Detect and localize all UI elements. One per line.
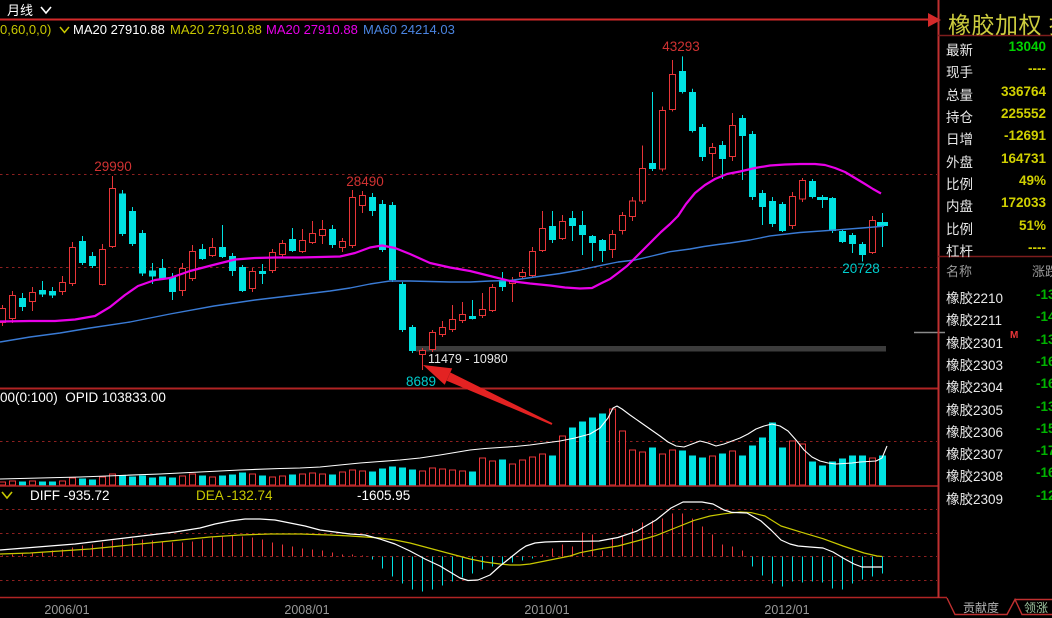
svg-text:2010/01: 2010/01 xyxy=(524,603,569,617)
svg-text:MA20 27910.88: MA20 27910.88 xyxy=(170,22,262,37)
svg-text:2008/01: 2008/01 xyxy=(284,603,329,617)
svg-text:领涨: 领涨 xyxy=(1024,600,1048,615)
svg-text:2006/01: 2006/01 xyxy=(44,603,89,617)
svg-text:00(0:100) OPID 103833.00: 00(0:100) OPID 103833.00 xyxy=(0,390,166,405)
svg-text:8689: 8689 xyxy=(406,374,436,389)
svg-text:MA20 27910.88: MA20 27910.88 xyxy=(266,22,358,37)
svg-text:贡献度: 贡献度 xyxy=(963,600,999,615)
svg-text:29990: 29990 xyxy=(94,159,132,174)
svg-text:2012/01: 2012/01 xyxy=(764,603,809,617)
svg-text:月线: 月线 xyxy=(7,3,33,18)
svg-text:MA20 27910.88: MA20 27910.88 xyxy=(73,22,165,37)
svg-text:MA60 24214.03: MA60 24214.03 xyxy=(363,22,455,37)
svg-text:DIFF -935.72: DIFF -935.72 xyxy=(30,488,110,503)
svg-text:20728: 20728 xyxy=(842,261,880,276)
svg-text:DEA -132.74: DEA -132.74 xyxy=(196,488,273,503)
svg-text:11479 - 10980: 11479 - 10980 xyxy=(428,352,508,366)
svg-text:43293: 43293 xyxy=(662,39,700,54)
svg-text:-1605.95: -1605.95 xyxy=(357,488,410,503)
svg-text:28490: 28490 xyxy=(346,174,384,189)
svg-text:0,60,0,0): 0,60,0,0) xyxy=(0,22,51,37)
